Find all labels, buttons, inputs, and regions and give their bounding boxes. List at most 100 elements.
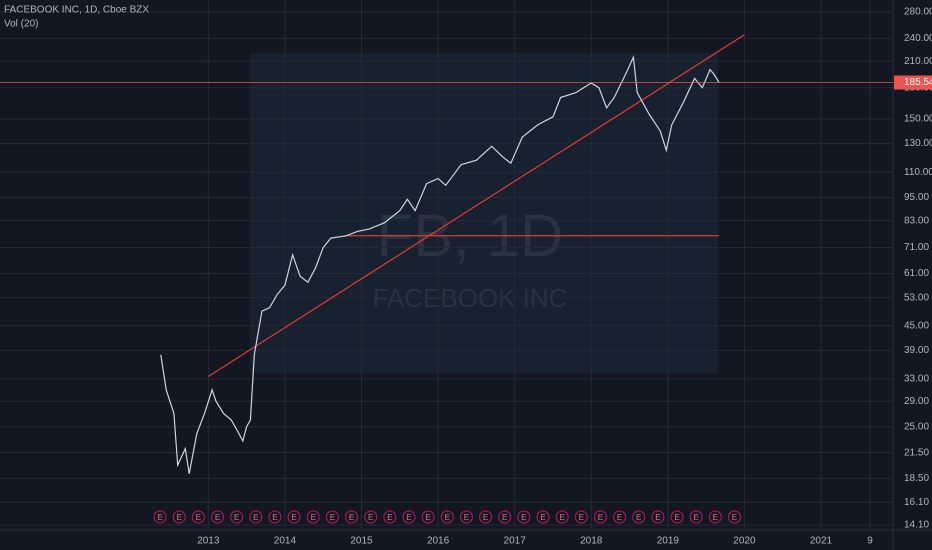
last-price-tag — [894, 75, 932, 90]
earnings-label: E — [483, 513, 488, 522]
earnings-marker — [249, 510, 263, 524]
earnings-label: E — [291, 513, 296, 522]
earnings-marker — [230, 510, 244, 524]
earnings-marker — [727, 510, 741, 524]
y-tick-label: 130.00 — [904, 138, 932, 149]
earnings-marker — [345, 510, 359, 524]
earnings-marker — [498, 510, 512, 524]
earnings-marker — [651, 510, 665, 524]
earnings-label: E — [636, 513, 641, 522]
earnings-marker — [689, 510, 703, 524]
earnings-label: E — [732, 513, 737, 522]
earnings-label: E — [368, 513, 373, 522]
earnings-marker — [325, 510, 339, 524]
x-tick-label: 2016 — [427, 536, 450, 547]
earnings-label: E — [521, 513, 526, 522]
earnings-label: E — [349, 513, 354, 522]
earnings-marker — [593, 510, 607, 524]
y-tick-label: 210.00 — [904, 56, 932, 67]
y-tick-label: 240.00 — [904, 33, 932, 44]
y-tick-label: 150.00 — [904, 114, 932, 125]
earnings-marker — [555, 510, 569, 524]
y-tick-label: 33.00 — [904, 374, 929, 385]
x-tick-label: 2018 — [580, 536, 603, 547]
chart-title: FACEBOOK INC, 1D, Cboe BZX — [4, 5, 149, 16]
earnings-marker — [421, 510, 435, 524]
x-tick-label: 2021 — [810, 536, 833, 547]
x-tick-label: 9 — [867, 536, 873, 547]
earnings-label: E — [387, 513, 392, 522]
y-tick-label: 16.10 — [904, 497, 929, 508]
earnings-label: E — [540, 513, 545, 522]
y-tick-label: 53.00 — [904, 292, 929, 303]
earnings-label: E — [559, 513, 564, 522]
earnings-marker — [191, 510, 205, 524]
earnings-marker — [211, 510, 225, 524]
earnings-marker — [306, 510, 320, 524]
x-tick-label: 2014 — [274, 536, 297, 547]
earnings-label: E — [253, 513, 258, 522]
x-tick-label: 2019 — [657, 536, 680, 547]
subtitle: Vol (20) — [4, 19, 38, 30]
y-tick-label: 95.00 — [904, 192, 929, 203]
y-tick-label: 14.10 — [904, 520, 929, 531]
earnings-label: E — [196, 513, 201, 522]
earnings-marker — [440, 510, 454, 524]
y-tick-label: 45.00 — [904, 320, 929, 331]
earnings-label: E — [579, 513, 584, 522]
earnings-label: E — [272, 513, 277, 522]
earnings-marker — [287, 510, 301, 524]
y-tick-label: 18.50 — [904, 473, 929, 484]
y-tick-label: 71.00 — [904, 242, 929, 253]
y-tick-label: 280.00 — [904, 6, 932, 17]
earnings-marker — [383, 510, 397, 524]
y-tick-label: 110.00 — [904, 167, 932, 178]
earnings-marker — [364, 510, 378, 524]
trend-line — [207, 34, 745, 377]
x-tick-label: 2013 — [197, 536, 220, 547]
y-tick-label: 83.00 — [904, 215, 929, 226]
earnings-label: E — [330, 513, 335, 522]
earnings-label: E — [311, 513, 316, 522]
earnings-label: E — [445, 513, 450, 522]
x-tick-label: 2017 — [504, 536, 527, 547]
earnings-marker — [536, 510, 550, 524]
earnings-marker — [268, 510, 282, 524]
earnings-marker — [632, 510, 646, 524]
earnings-marker — [153, 510, 167, 524]
x-tick-label: 2020 — [733, 536, 756, 547]
earnings-label: E — [464, 513, 469, 522]
last-price-label: 185.54 — [904, 77, 932, 88]
earnings-marker — [459, 510, 473, 524]
earnings-label: E — [674, 513, 679, 522]
earnings-marker — [172, 510, 186, 524]
price-line — [160, 54, 720, 474]
earnings-label: E — [617, 513, 622, 522]
earnings-label: E — [177, 513, 182, 522]
earnings-label: E — [157, 513, 162, 522]
earnings-label: E — [655, 513, 660, 522]
earnings-marker — [670, 510, 684, 524]
earnings-label: E — [234, 513, 239, 522]
earnings-marker — [517, 510, 531, 524]
y-tick-label: 29.00 — [904, 396, 929, 407]
y-tick-label: 61.00 — [904, 268, 929, 279]
y-tick-label: 39.00 — [904, 345, 929, 356]
earnings-label: E — [713, 513, 718, 522]
profile-range — [250, 53, 718, 373]
earnings-marker — [613, 510, 627, 524]
y-tick-label: 21.50 — [904, 447, 929, 458]
earnings-label: E — [425, 513, 430, 522]
x-tick-label: 2015 — [350, 536, 373, 547]
earnings-label: E — [215, 513, 220, 522]
earnings-marker — [574, 510, 588, 524]
earnings-label: E — [598, 513, 603, 522]
earnings-marker — [708, 510, 722, 524]
earnings-marker — [402, 510, 416, 524]
earnings-label: E — [694, 513, 699, 522]
earnings-label: E — [502, 513, 507, 522]
earnings-marker — [479, 510, 493, 524]
y-tick-label: 25.00 — [904, 421, 929, 432]
